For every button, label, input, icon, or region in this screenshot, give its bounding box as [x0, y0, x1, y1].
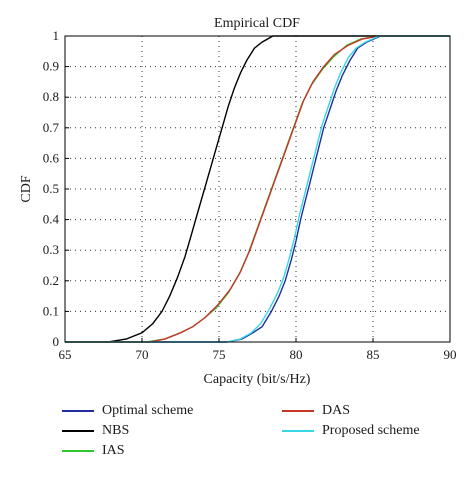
- legend-item: NBS: [62, 422, 129, 440]
- y-tick-label: 0.4: [43, 212, 60, 227]
- x-tick-label: 90: [444, 347, 457, 362]
- chart-title: Empirical CDF: [214, 16, 300, 31]
- x-tick-label: 80: [290, 347, 303, 362]
- y-tick-label: 0.8: [43, 89, 59, 104]
- legend-item: Proposed scheme: [282, 422, 420, 440]
- legend-label: Optimal scheme: [102, 403, 194, 418]
- x-axis-label: Capacity (bit/s/Hz): [204, 372, 311, 387]
- y-tick-label: 0.5: [43, 181, 59, 196]
- legend-swatch: [282, 430, 314, 432]
- x-tick-label: 75: [213, 347, 226, 362]
- cdf-chart: Empirical CDF 65 70 75 80 85 90 0 0.1 0.2 0.3 0.4…: [19, 16, 457, 387]
- legend-label: NBS: [102, 423, 130, 438]
- y-axis-label: CDF: [19, 175, 34, 202]
- grid-lines: [65, 36, 450, 342]
- legend-swatch: [62, 430, 94, 432]
- x-tick-label: 85: [367, 347, 380, 362]
- legend-swatch: [62, 410, 94, 412]
- x-axis: 65 70 75 80 85 90: [59, 338, 457, 362]
- y-tick-label: 0.1: [43, 303, 59, 318]
- legend-swatch: [62, 450, 94, 452]
- plot-frame: [64, 35, 451, 343]
- series-nbs-line: [65, 35, 450, 343]
- x-tick-label: 65: [59, 347, 72, 362]
- legend-label: IAS: [102, 443, 125, 458]
- legend-item: IAS: [62, 442, 125, 460]
- y-axis: 0 0.1 0.2 0.3 0.4 0.5 0.6 0.7 0.8 0.9 1: [43, 28, 69, 349]
- series-das-line: [65, 35, 450, 343]
- series-lines: [65, 35, 450, 343]
- legend-swatch: [282, 410, 314, 412]
- legend-label: Proposed scheme: [322, 423, 420, 438]
- legend-item: Optimal scheme: [62, 402, 193, 420]
- y-tick-label: 0.9: [43, 59, 59, 74]
- y-tick-label: 0: [53, 334, 60, 349]
- series-ias-line: [65, 35, 450, 343]
- series-proposed-scheme-line: [65, 35, 450, 343]
- y-tick-label: 0.2: [43, 273, 59, 288]
- legend: Optimal scheme NBS IAS DAS Proposed scheme: [62, 402, 462, 472]
- x-tick-label: 70: [136, 347, 149, 362]
- series-optimal-scheme-line: [65, 35, 450, 343]
- y-tick-label: 0.7: [43, 120, 60, 135]
- y-tick-label: 0.6: [43, 150, 60, 165]
- legend-item: DAS: [282, 402, 350, 420]
- legend-label: DAS: [322, 403, 351, 418]
- y-tick-label: 1: [53, 28, 60, 43]
- y-tick-label: 0.3: [43, 242, 59, 257]
